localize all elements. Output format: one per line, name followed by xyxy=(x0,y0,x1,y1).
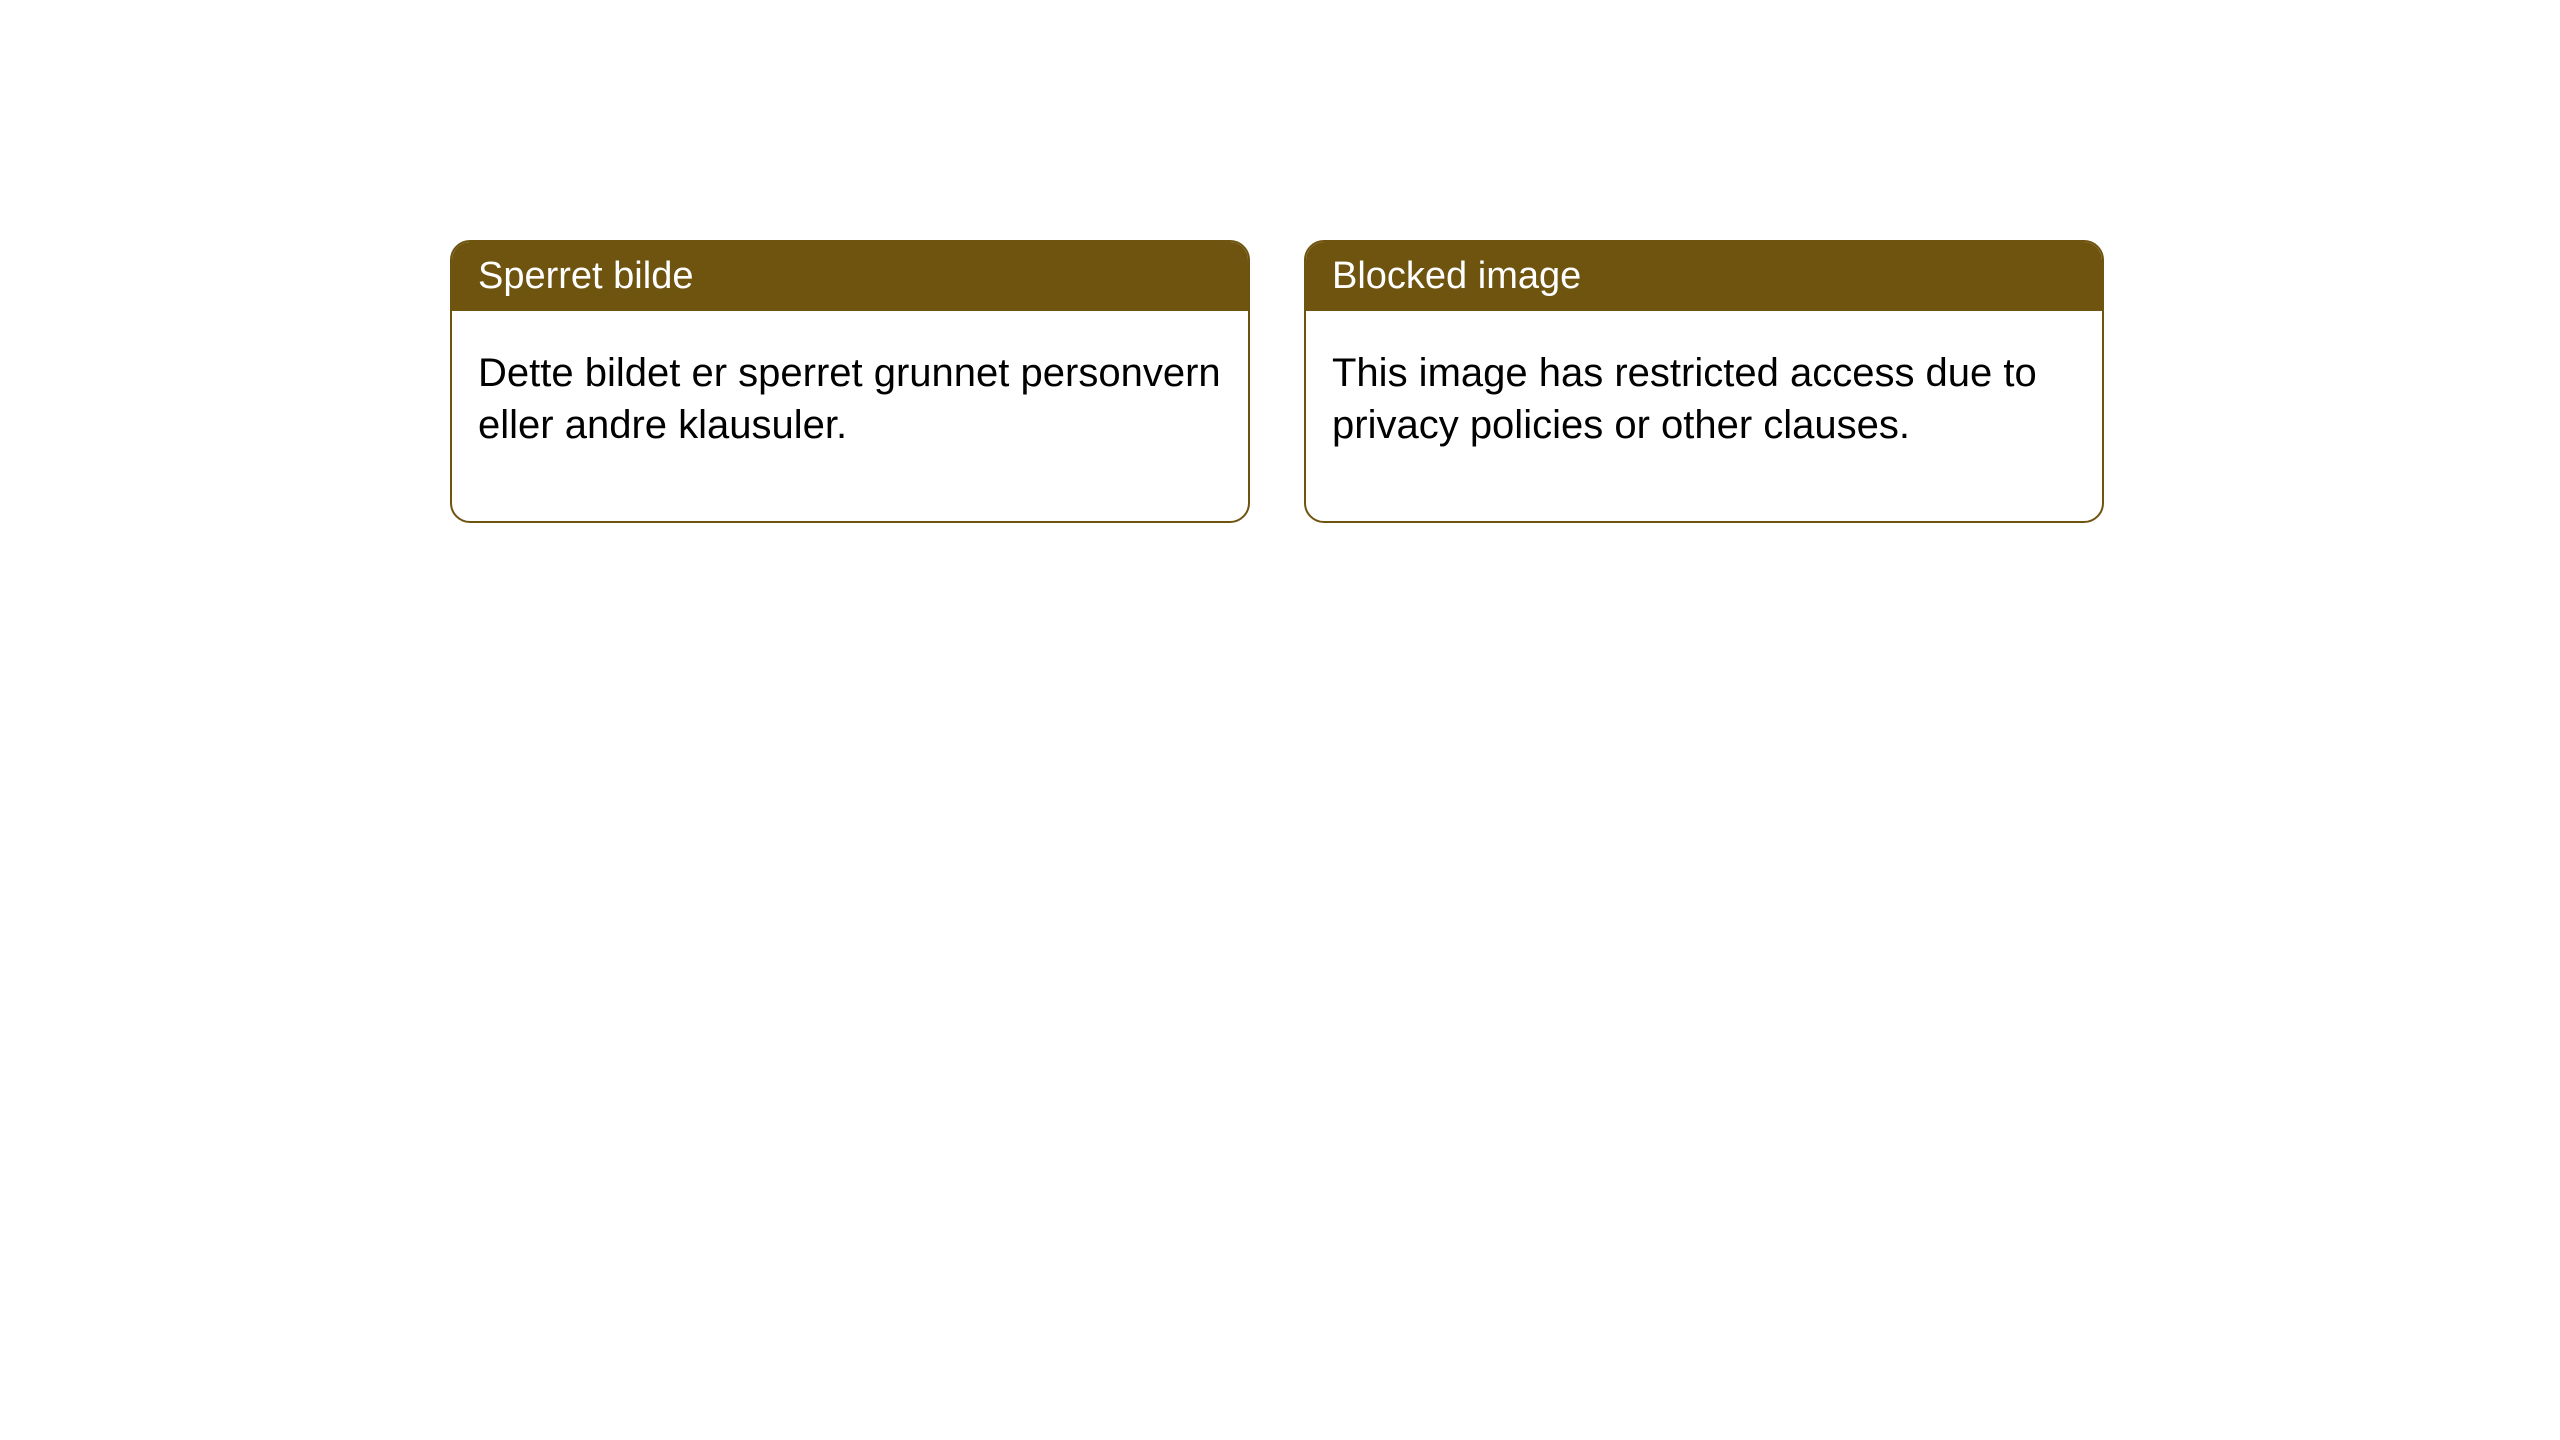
card-body-norwegian: Dette bildet er sperret grunnet personve… xyxy=(452,311,1248,521)
card-header-norwegian: Sperret bilde xyxy=(452,242,1248,311)
card-header-english: Blocked image xyxy=(1306,242,2102,311)
notice-container: Sperret bilde Dette bildet er sperret gr… xyxy=(0,0,2560,523)
notice-card-norwegian: Sperret bilde Dette bildet er sperret gr… xyxy=(450,240,1250,523)
card-title: Blocked image xyxy=(1332,255,1581,297)
card-body-text: Dette bildet er sperret grunnet personve… xyxy=(478,351,1221,447)
card-body-text: This image has restricted access due to … xyxy=(1332,351,2037,447)
notice-card-english: Blocked image This image has restricted … xyxy=(1304,240,2104,523)
card-body-english: This image has restricted access due to … xyxy=(1306,311,2102,521)
card-title: Sperret bilde xyxy=(478,255,693,297)
